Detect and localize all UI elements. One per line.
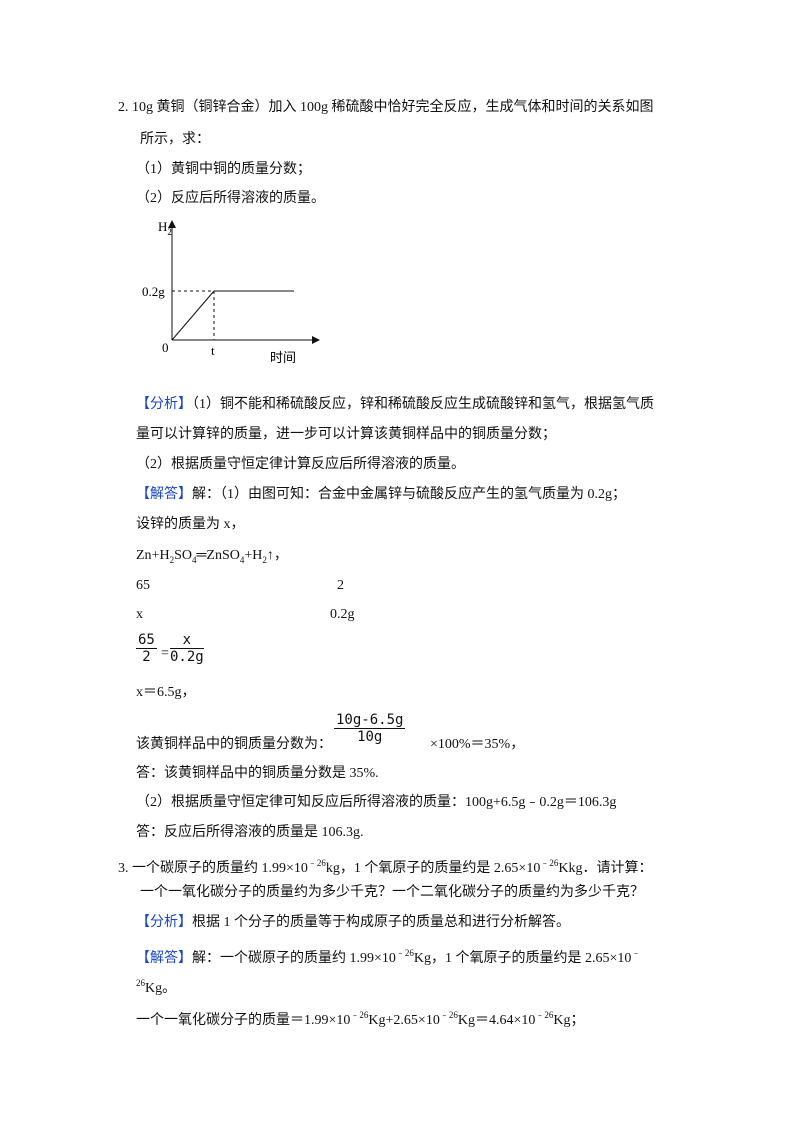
text: 答：反应后所得溶液的质量是 106.3g. — [136, 825, 364, 840]
text: Kg+2.65×10 — [368, 1013, 440, 1028]
text: （2）根据质量守恒定律计算反应后所得溶液的质量。 — [136, 457, 465, 472]
num: 65 — [136, 632, 157, 649]
text: 一个一氧化碳分子的质量＝1.99×10﹣26Kg+2.65×10﹣26Kg＝4.… — [136, 1006, 585, 1030]
text: Kkg．请计算： — [558, 861, 653, 876]
number: 2. — [118, 100, 129, 115]
text: 一个碳原子的质量约 1.99×10 — [132, 861, 308, 876]
text: 26Kg。 — [136, 974, 176, 998]
sup: ﹣ — [631, 948, 641, 958]
text: 10g 黄铜（铜锌合金）加入 100g 稀硫酸中恰好完全反应，生成气体和时间的关… — [132, 100, 654, 115]
text: +H — [244, 548, 263, 563]
sup: ﹣26 — [535, 1010, 554, 1020]
analysis-line: 【分析】（1）铜不能和稀硫酸反应，锌和稀硫酸反应生成硫酸锌和氢气，根据氢气质 — [136, 396, 654, 414]
tag: 【分析】 — [136, 397, 192, 412]
text: SO — [174, 548, 192, 563]
text: 解：一个碳原子的质量约 1.99×10﹣26Kg，1 个氧原子的质量约是 2.6… — [192, 948, 641, 966]
text: （1）黄铜中铜的质量分数； — [136, 162, 311, 177]
sub: 2 — [167, 227, 172, 237]
text: Kg； — [553, 1013, 585, 1028]
y-tick: 0.2g — [142, 284, 165, 299]
text: 根据 1 个分子的质量等于构成原子的质量总和进行分析解答。 — [192, 915, 570, 930]
sub: 2 — [169, 555, 175, 565]
tag: 【分析】 — [136, 915, 192, 930]
answer-line: 【解答】解：（1）由图可知：合金中金属锌与硫酸反应产生的氢气质量为 0.2g； — [136, 486, 626, 504]
text: 所示，求： — [140, 132, 210, 147]
text: 解：一个碳原子的质量约 1.99×10 — [192, 951, 396, 966]
fraction: 65 2 — [136, 632, 157, 665]
text: 设锌的质量为 x， — [136, 517, 245, 532]
text: ×100%＝35%， — [430, 737, 525, 752]
sup: ﹣26 — [307, 858, 326, 868]
sub: 2 — [262, 555, 267, 565]
text: 解：（1）由图可知：合金中金属锌与硫酸反应产生的氢气质量为 0.2g； — [192, 487, 626, 502]
den: 2 — [142, 649, 151, 665]
equation: Zn+H2SO4═ZnSO4+H2↑， — [136, 547, 288, 569]
text: 0.2g — [330, 607, 355, 622]
text: x — [136, 607, 143, 622]
text: 答：该黄铜样品中的铜质量分数是 35%. — [136, 766, 379, 781]
text: Kg＝4.64×10 — [457, 1013, 536, 1028]
text: Kg，1 个氧原子的质量约是 2.65×10 — [413, 951, 632, 966]
number: 3. — [118, 861, 129, 876]
text: ↑， — [266, 548, 288, 563]
den: 0.2g — [170, 649, 204, 665]
sup: ﹣26 — [540, 858, 559, 868]
num: x — [170, 632, 204, 649]
text: kg，1 个氧原子的质量约是 2.65×10 — [325, 861, 541, 876]
text: Zn+H — [136, 548, 170, 563]
label: H — [158, 219, 167, 234]
text: Kg。 — [145, 981, 177, 996]
text: = — [161, 646, 169, 661]
text: （2）反应后所得溶液的质量。 — [136, 191, 325, 206]
sup: ﹣26 — [439, 1010, 458, 1020]
x-label: 时间 — [270, 350, 296, 365]
answer-line: 【解答】解：一个碳原子的质量约 1.99×10﹣26Kg，1 个氧原子的质量约是… — [136, 944, 640, 968]
text: 一个一氧化碳分子的质量约为多少千克？一个二氧化碳分子的质量约为多少千克？ — [140, 885, 644, 900]
tag: 【解答】 — [136, 487, 192, 502]
text: 量可以计算锌的质量，进一步可以计算该黄铜样品中的铜质量分数； — [136, 427, 556, 442]
text: ═ZnSO — [196, 548, 240, 563]
question-line: 3. 一个碳原子的质量约 1.99×10﹣26kg，1 个氧原子的质量约是 2.… — [118, 854, 652, 878]
sub: 4 — [191, 555, 197, 565]
den: 10g — [357, 729, 383, 745]
sub: 4 — [239, 555, 245, 565]
text: 该黄铜样品中的铜质量分数为： — [136, 737, 332, 752]
sup: ﹣26 — [350, 1010, 369, 1020]
text: x＝6.5g， — [136, 685, 196, 700]
text: 65 — [136, 578, 150, 593]
x-tick: t — [211, 343, 215, 358]
text: 2 — [337, 578, 344, 593]
question-line: 2. 10g 黄铜（铜锌合金）加入 100g 稀硫酸中恰好完全反应，生成气体和时… — [118, 99, 654, 117]
curve — [171, 290, 215, 341]
graph: H2 0.2g 0 t 时间 — [142, 219, 320, 365]
sup: ﹣26 — [395, 948, 414, 958]
origin: 0 — [162, 340, 169, 355]
analysis-line: 【分析】根据 1 个分子的质量等于构成原子的质量总和进行分析解答。 — [136, 914, 570, 932]
tag: 【解答】 — [136, 951, 192, 966]
text: （2）根据质量守恒定律可知反应后所得溶液的质量：100g+6.5g﹣0.2g＝1… — [136, 795, 617, 810]
text: 一个一氧化碳分子的质量＝1.99×10 — [136, 1013, 351, 1028]
y-label: H2 — [158, 219, 172, 237]
text: （1）铜不能和稀硫酸反应，锌和稀硫酸反应生成硫酸锌和氢气，根据氢气质 — [192, 397, 654, 412]
sup: 26 — [136, 978, 145, 988]
fraction: x 0.2g — [170, 632, 204, 665]
text: 一个碳原子的质量约 1.99×10﹣26kg，1 个氧原子的质量约是 2.65×… — [132, 858, 653, 876]
fraction: 10g-6.5g 10g — [334, 712, 406, 745]
num: 10g-6.5g — [334, 712, 406, 729]
